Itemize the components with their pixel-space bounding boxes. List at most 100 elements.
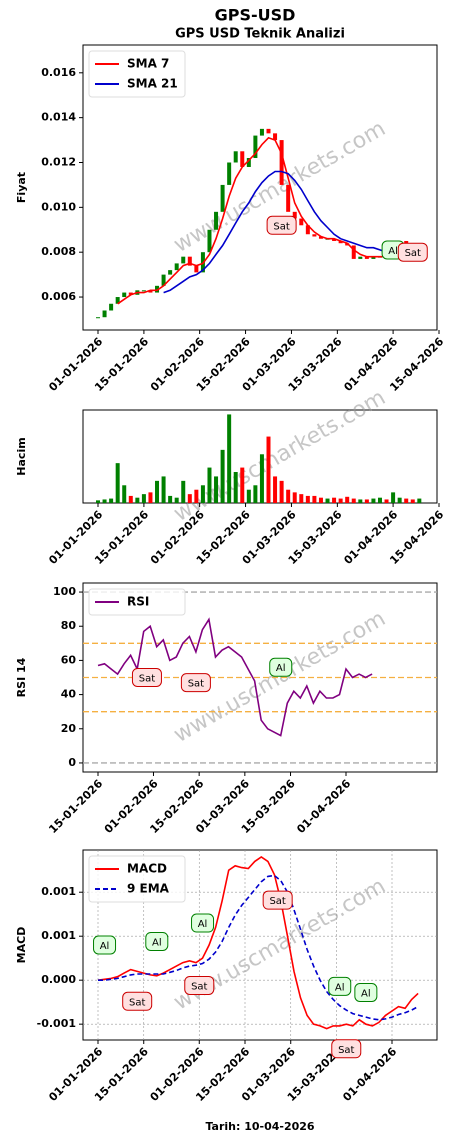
volume-bar	[200, 485, 205, 503]
volume-bar	[174, 497, 179, 503]
candle	[207, 229, 212, 253]
volume-bar	[155, 480, 160, 503]
volume-bar	[207, 467, 212, 503]
signal-label: Sat	[191, 981, 207, 992]
volume-bar	[115, 463, 120, 503]
signal-label: Al	[388, 246, 398, 257]
y-tick-label: 0.006	[41, 290, 76, 303]
y-axis-label: Hacim	[15, 437, 28, 475]
signal-label: Sat	[188, 679, 204, 690]
volume-bar	[371, 498, 376, 503]
signal-box	[180, 673, 211, 693]
candle	[187, 256, 192, 266]
candle	[279, 140, 284, 185]
candle	[115, 297, 120, 304]
volume-bar	[148, 492, 153, 503]
candle	[318, 236, 323, 239]
volume-bar	[332, 497, 337, 503]
candle	[332, 238, 337, 241]
candle	[161, 274, 166, 286]
x-tick-label: 15-01-2026	[46, 777, 105, 836]
signal-label: Al	[361, 989, 371, 1000]
signal-label: Sat	[338, 1045, 354, 1056]
volume-bar	[194, 489, 199, 503]
signal-box	[184, 975, 215, 995]
watermark: www.uscmarkets.com	[170, 385, 390, 527]
candle	[292, 211, 297, 219]
candle	[286, 184, 291, 212]
y-tick-label: 20	[61, 722, 77, 735]
volume-bar	[96, 500, 100, 503]
volume-bar	[286, 489, 291, 503]
signal-box	[262, 890, 293, 910]
volume-bar	[279, 480, 284, 503]
volume-bar	[253, 485, 258, 503]
volume-bar	[102, 499, 107, 503]
candle	[96, 317, 100, 319]
chart-title: GPS USD Teknik Analizi	[175, 27, 345, 42]
candle	[109, 303, 114, 311]
candle	[220, 184, 225, 212]
signal-box	[269, 657, 293, 677]
series-line	[97, 617, 373, 737]
volume-bar	[141, 494, 146, 503]
volume-bar	[391, 492, 396, 503]
volume-bar	[377, 497, 382, 503]
volume-bar	[128, 495, 133, 503]
volume-bar	[161, 476, 166, 503]
series-line	[117, 136, 420, 305]
signal-box	[191, 913, 215, 933]
signal-label: Sat	[139, 674, 155, 685]
page-title: GPS-USD	[215, 6, 296, 25]
volume-bar	[181, 480, 186, 503]
series-line	[98, 874, 419, 1021]
volume-bar	[187, 494, 192, 503]
y-tick-label: 0.012	[41, 155, 76, 168]
legend-label: MACD	[127, 862, 167, 876]
volume-bar	[305, 495, 310, 503]
volume-bar	[109, 498, 114, 503]
candle	[246, 158, 251, 167]
volume-bar	[318, 497, 323, 503]
candle	[128, 292, 133, 295]
signal-box	[266, 215, 297, 235]
volume-bar	[259, 454, 264, 503]
volume-bar	[246, 489, 251, 503]
volume-bar	[345, 496, 350, 503]
candle	[312, 234, 317, 237]
y-tick-label: 80	[61, 619, 77, 632]
y-tick-label: -0.001	[37, 1017, 76, 1030]
candle	[214, 211, 219, 230]
candle	[266, 128, 271, 134]
signal-label: Al	[198, 919, 208, 930]
signal-label: Al	[100, 941, 110, 952]
legend-label: SMA 7	[127, 57, 169, 71]
series-line	[97, 856, 419, 1030]
volume-bar	[227, 414, 232, 503]
candle	[371, 256, 376, 259]
y-tick-label: 100	[53, 585, 76, 598]
y-axis-label: MACD	[15, 927, 28, 964]
volume-bar	[351, 498, 356, 503]
volume-bar	[384, 499, 389, 503]
candle	[299, 218, 304, 226]
y-axis-label: Fiyat	[15, 172, 28, 203]
candle	[253, 135, 258, 159]
plot-frame	[82, 44, 438, 331]
volume-bar	[299, 494, 304, 503]
candle	[122, 292, 127, 298]
signal-box	[397, 242, 428, 262]
y-tick-label: 0.001	[41, 929, 76, 942]
signal-label: Al	[152, 937, 162, 948]
signal-label: Al	[335, 982, 345, 993]
signal-label: Sat	[405, 248, 421, 259]
y-tick-label: 0.000	[41, 973, 76, 986]
legend-label: 9 EMA	[127, 882, 170, 896]
signal-label: Sat	[273, 221, 289, 232]
y-tick-label: 0	[68, 756, 76, 769]
volume-bar	[122, 485, 127, 503]
signal-box	[328, 976, 352, 996]
candle	[227, 162, 232, 185]
signal-box	[145, 931, 169, 951]
candle	[364, 256, 369, 259]
